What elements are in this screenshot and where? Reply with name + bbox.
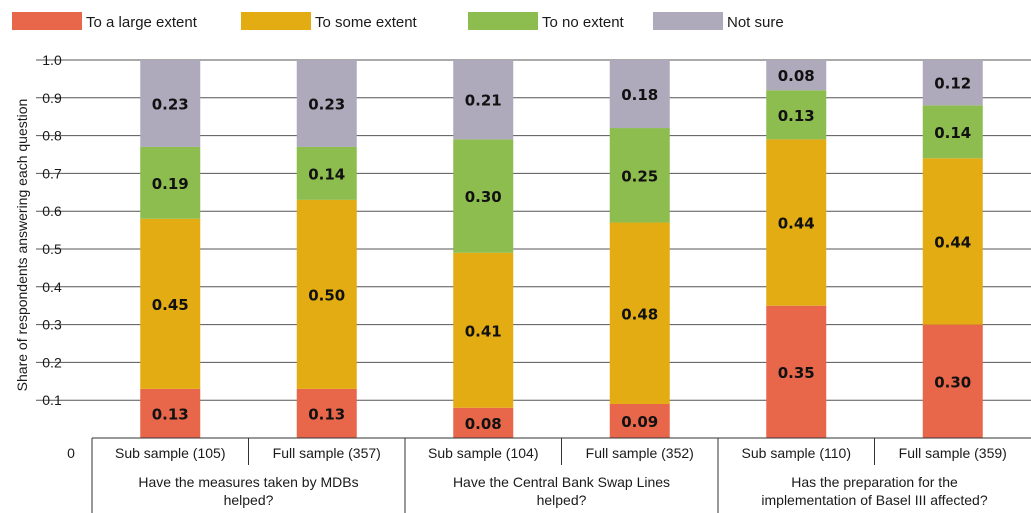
x-tick-label: Full sample (352) [586,445,694,461]
data-label: 0.45 [152,296,189,314]
bar-segment-to-a-large-extent [453,407,514,438]
data-label: 0.41 [465,322,502,340]
data-label: 0.23 [152,95,189,113]
group-label: Have the measures taken by MDBs [138,474,358,490]
gridlines [36,59,1031,401]
legend-label-to-a-large-extent: To a large extent [86,14,198,31]
bar-segment-not-sure [296,60,357,147]
bar-segment-to-some-extent [453,252,514,408]
data-label: 0.14 [308,165,345,183]
y-tick-label: 0.4 [42,279,62,295]
bar-segment-to-a-large-extent [922,324,983,438]
data-label: 0.21 [465,92,502,110]
bar-segment-to-no-extent [766,90,827,140]
bar-stack-full-sample-359: 0.30 0.44 0.14 0.12 [922,60,983,438]
bar-segment-to-no-extent [296,146,357,200]
group-label: Has the preparation for the [791,474,958,490]
y-axis-ticks: 0 0.1 0.2 0.3 0.4 0.5 0.6 0.7 0.8 0.9 1.0 [42,52,75,461]
data-label: 0.44 [778,215,815,233]
y-tick-label: 0.3 [42,317,62,333]
bar-segment-not-sure [609,60,670,129]
group-label: Have the Central Bank Swap Lines [453,474,670,490]
x-tick-label: Full sample (359) [899,445,1007,461]
x-tick-label: Sub sample (104) [428,445,539,461]
bar-segment-to-a-large-extent [609,403,670,438]
data-label: 0.09 [621,413,658,431]
y-tick-label: 0.9 [42,90,62,106]
legend-swatch-not-sure [653,12,723,30]
bar-segment-not-sure [922,60,983,106]
data-label: 0.30 [465,188,502,206]
x-tick-label: Sub sample (105) [115,445,226,461]
data-label: 0.18 [621,86,658,104]
bar-segment-to-some-extent [922,158,983,325]
legend-swatch-to-no-extent [468,12,538,30]
group-label: helped? [537,492,587,508]
y-tick-label: 0 [67,445,75,461]
legend-swatch-to-a-large-extent [12,12,82,30]
bar-segment-to-a-large-extent [766,305,827,438]
bar-segment-to-no-extent [453,139,514,253]
legend-label-not-sure: Not sure [727,14,784,31]
x-tick-label: Sub sample (110) [742,445,851,461]
group-label: helped? [224,492,274,508]
y-tick-label: 0.2 [42,354,62,370]
bar-segment-not-sure [453,60,514,140]
bar-stack-full-sample-357: 0.13 0.50 0.14 0.23 [296,60,357,438]
bar-segment-to-no-extent [922,105,983,159]
legend-label-to-no-extent: To no extent [542,14,625,31]
y-tick-label: 0.8 [42,128,62,144]
bar-segment-to-some-extent [296,199,357,389]
y-tick-label: 0.7 [42,165,62,181]
data-label: 0.44 [934,233,971,251]
data-label: 0.23 [308,95,345,113]
group-label: implementation of Basel III affected? [761,492,987,508]
y-tick-label: 0.1 [42,392,62,408]
data-label: 0.08 [465,415,502,433]
bar-segment-to-some-extent [766,139,827,306]
y-tick-label: 1.0 [42,52,62,68]
bar-segment-to-no-extent [609,128,670,223]
bar-stack-sub-sample-104: 0.08 0.41 0.30 0.21 [453,60,514,438]
bars: 0.13 0.45 0.19 0.23 0.13 0.50 0.14 0.23 0.08 0.41… [140,60,983,438]
bar-segment-not-sure [766,60,827,91]
x-tick-label: Full sample (357) [273,445,381,461]
y-tick-label: 0.5 [42,241,62,257]
bar-stack-full-sample-352: 0.09 0.48 0.25 0.18 [609,60,670,438]
bar-segment-to-a-large-extent [296,388,357,438]
bar-stack-sub-sample-105: 0.13 0.45 0.19 0.23 [140,60,201,438]
bar-segment-to-some-extent [609,222,670,404]
bar-segment-to-some-extent [140,218,201,389]
bar-segment-not-sure [140,60,201,147]
data-label: 0.08 [778,67,815,85]
bar-segment-to-a-large-extent [140,388,201,438]
data-label: 0.14 [934,124,971,142]
data-label: 0.13 [778,107,815,125]
x-axis: Sub sample (105) Full sample (357) Sub sam… [91,437,1031,513]
bar-stack-sub-sample-110: 0.35 0.44 0.13 0.08 [766,60,827,438]
data-label: 0.19 [152,175,189,193]
legend-label-to-some-extent: To some extent [315,14,418,31]
y-tick-label: 0.6 [42,203,62,219]
data-label: 0.25 [621,167,658,185]
data-label: 0.13 [308,405,345,423]
data-label: 0.48 [621,305,658,323]
data-label: 0.30 [934,373,971,391]
y-axis-label: Share of respondents answering each ques… [14,99,30,392]
legend-swatch-to-some-extent [241,12,311,30]
data-label: 0.12 [934,75,971,93]
bar-segment-to-no-extent [140,146,201,219]
data-label: 0.50 [308,286,345,304]
legend: To a large extent To some extent To no ext… [12,12,784,31]
data-label: 0.13 [152,405,189,423]
data-label: 0.35 [778,364,815,382]
